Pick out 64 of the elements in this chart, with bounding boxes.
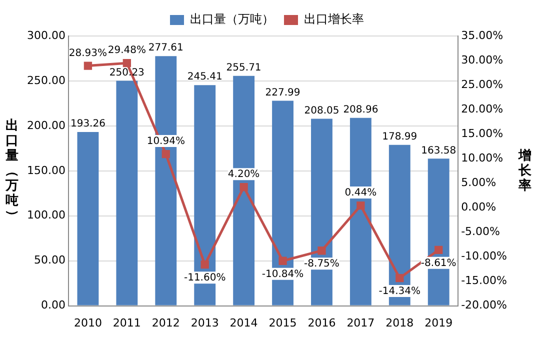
x-tick-label: 2014 [230, 316, 258, 330]
y-tick-label: 0.00 [40, 298, 66, 312]
y2-tick-label: 20.00% [461, 102, 504, 116]
data-label: 163.58 [421, 145, 456, 156]
y2-tick-label: 10.00% [461, 151, 504, 164]
data-label: 10.94% [146, 136, 185, 148]
bar [77, 132, 99, 306]
y2-tick-label: -15.00% [461, 274, 508, 288]
point [122, 59, 132, 68]
data-label: 255.71 [226, 62, 262, 74]
data-label: -8.61% [420, 258, 456, 270]
point [162, 150, 170, 158]
x-tick-label: 2016 [308, 316, 336, 330]
point [396, 274, 404, 282]
data-label: -14.34% [378, 286, 421, 298]
point [240, 183, 248, 192]
y2-tick-label: -10.00% [461, 250, 508, 263]
y2-tick-label: 30.00% [461, 53, 504, 66]
x-tick-label: 2010 [74, 316, 102, 330]
data-label: 245.41 [187, 72, 222, 83]
data-label: 0.44% [344, 188, 377, 199]
point [200, 260, 209, 269]
data-label: -8.75% [304, 258, 340, 270]
data-label: 193.26 [70, 118, 106, 130]
y-tick-label: 100.00 [26, 208, 66, 222]
data-label: 28.93% [68, 48, 108, 59]
point [278, 256, 287, 265]
y2-tick-label: -5.00% [461, 225, 500, 238]
y2-tick-label: -20.00% [461, 298, 508, 312]
point [356, 201, 365, 210]
point [318, 246, 326, 255]
bar [116, 80, 138, 306]
data-label: 208.05 [304, 105, 340, 116]
data-label: -11.60% [184, 272, 226, 284]
y-tick-label: 50.00 [34, 254, 66, 267]
y2-tick-label: 0.00% [461, 200, 496, 214]
point [84, 62, 92, 70]
y-tick-label: 200.00 [26, 118, 66, 132]
y2-tick-label: 25.00% [461, 78, 504, 91]
x-tick-label: 2015 [268, 316, 297, 330]
x-tick-label: 2012 [152, 316, 180, 330]
y2-tick-label: 15.00% [461, 126, 504, 140]
data-label: -10.84% [262, 268, 304, 280]
x-tick-label: 2019 [424, 316, 453, 330]
y-tick-label: 300.00 [26, 28, 66, 42]
data-label: 4.20% [228, 169, 260, 180]
y2-tick-label: 35.00% [461, 28, 504, 42]
data-label: 277.61 [148, 42, 184, 54]
y-tick-label: 250.00 [26, 74, 66, 87]
data-label: 227.99 [265, 87, 300, 98]
legend-label: 出口增长率 [304, 12, 364, 26]
data-label: 208.96 [343, 104, 378, 116]
x-tick-label: 2011 [112, 316, 141, 330]
point [434, 246, 443, 254]
x-tick-label: 2017 [346, 316, 375, 330]
y-tick-label: 150.00 [26, 164, 66, 177]
y2-axis-title: 增长率 [518, 148, 532, 194]
x-tick-label: 2013 [190, 316, 219, 330]
y2-tick-label: 5.00% [461, 176, 496, 190]
data-label: 178.99 [382, 131, 418, 142]
legend-label: 出口量（万吨） [190, 12, 274, 26]
y-axis-title: 出口量（万吨） [4, 118, 20, 222]
data-label: 29.48% [108, 45, 146, 56]
x-tick-label: 2018 [386, 316, 414, 330]
